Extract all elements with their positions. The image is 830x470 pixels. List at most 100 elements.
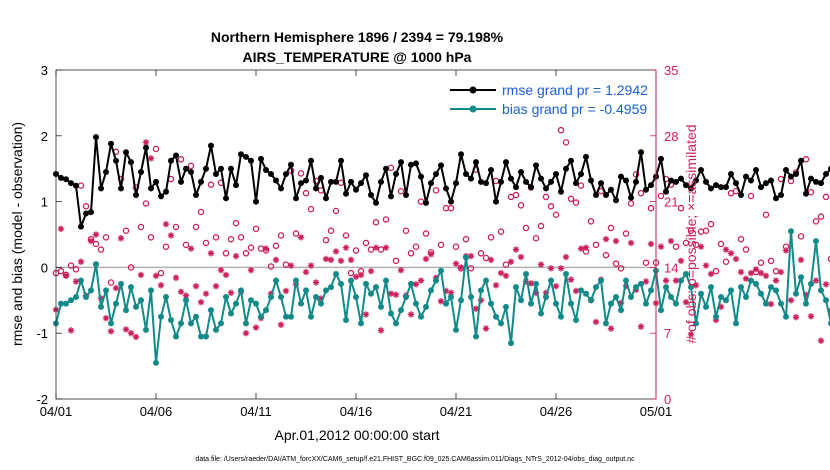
bias-point	[623, 277, 629, 284]
obs-possible-point	[437, 241, 445, 249]
rmse-point	[813, 178, 819, 185]
rmse-point	[453, 180, 459, 187]
rmse-point	[668, 177, 674, 184]
bias-point	[438, 267, 444, 274]
obs-possible-point	[362, 239, 370, 247]
rmse-point	[403, 192, 409, 199]
obs-assimilated-point	[667, 237, 675, 245]
obs-assimilated-point	[407, 311, 415, 318]
obs-possible-point	[452, 243, 460, 250]
rmse-point	[588, 177, 594, 184]
obs-assimilated-point	[772, 277, 780, 284]
bias-point	[318, 300, 324, 307]
rmse-point	[198, 178, 204, 185]
rmse-point	[773, 195, 779, 202]
rmse-point	[628, 194, 634, 201]
x-tick-label: 04/01	[40, 404, 73, 419]
obs-possible-point	[102, 234, 110, 241]
bias-point	[818, 287, 824, 294]
obs-assimilated-point	[822, 281, 830, 288]
axis-ticks: 04/01 04/06 04/11 04/16 04/21 04/26 05/01 -2 -1 0…	[36, 63, 678, 419]
obs-possible-point	[612, 260, 620, 267]
obs-possible-point	[347, 269, 355, 277]
bias-point	[408, 280, 414, 287]
obs-possible-point	[707, 220, 715, 228]
rmse-point	[583, 153, 589, 160]
obs-assimilated-point	[722, 246, 730, 253]
rmse-point	[123, 149, 129, 156]
obs-assimilated-point	[497, 269, 505, 277]
bias-point	[548, 277, 554, 284]
x-tick-label: 04/06	[140, 404, 173, 419]
rmse-point	[823, 170, 829, 177]
obs-possible-point	[402, 227, 410, 234]
bias-point	[608, 300, 614, 307]
bias-point	[658, 307, 664, 314]
rmse-point	[363, 172, 369, 179]
obs-assimilated-point	[527, 280, 535, 287]
obs-possible-point	[462, 235, 470, 243]
rmse-point	[698, 167, 704, 174]
rmse-point	[158, 193, 164, 200]
obs-assimilated-point	[297, 234, 305, 241]
legend-bias-label: bias grand pr = -0.4959	[502, 101, 647, 117]
rmse-point	[243, 153, 249, 160]
rmse-point	[518, 168, 524, 175]
obs-assimilated-point	[117, 235, 125, 242]
obs-assimilated-point	[197, 298, 205, 306]
obs-possible-point	[722, 258, 730, 266]
obs-assimilated-point	[602, 236, 610, 243]
obs-assimilated-point	[72, 278, 80, 285]
obs-assimilated-point	[277, 321, 285, 328]
rmse-point	[228, 165, 234, 172]
rmse-point	[248, 157, 254, 164]
obs-assimilated-point	[567, 276, 575, 283]
obs-assimilated-point	[192, 283, 200, 290]
obs-possible-point	[702, 227, 710, 234]
bias-point	[328, 284, 334, 291]
bias-point	[278, 294, 284, 301]
rmse-point	[138, 168, 144, 175]
obs-possible-point	[772, 267, 780, 275]
bias-point	[198, 333, 204, 340]
obs-possible-point	[397, 188, 405, 195]
obs-assimilated-point	[807, 313, 815, 320]
obs-possible-point	[352, 247, 360, 254]
rmse-point	[443, 185, 449, 192]
obs-assimilated-point	[137, 271, 145, 279]
y-tick-label: 2	[41, 129, 48, 144]
chart-title-line-1: Northern Hemisphere 1896 / 2394 = 79.198…	[211, 29, 504, 45]
bias-point	[343, 317, 349, 324]
obs-assimilated-point	[132, 333, 140, 341]
rmse-point	[798, 157, 804, 164]
obs-possible-point	[797, 233, 805, 240]
rmse-point	[298, 180, 304, 187]
bias-point	[588, 297, 594, 304]
bias-point	[178, 320, 184, 327]
rmse-point	[488, 167, 494, 174]
bias-point	[823, 297, 829, 304]
rmse-point	[408, 161, 414, 168]
obs-possible-point	[82, 203, 90, 210]
rmse-point	[348, 178, 354, 185]
y-axis-right-label: # of obs: o=possible; ×=assimilated	[683, 124, 699, 343]
obs-assimilated-point	[242, 330, 250, 337]
obs-possible-point	[587, 218, 595, 225]
bias-point	[388, 310, 394, 317]
rmse-point	[738, 192, 744, 199]
bias-point	[108, 320, 114, 327]
rmse-point	[713, 182, 719, 189]
rmse-point	[188, 168, 194, 175]
rmse-point	[818, 180, 824, 187]
obs-possible-point	[512, 191, 520, 199]
obs-assimilated-point	[427, 251, 435, 258]
rmse-point	[763, 180, 769, 187]
plot-area	[56, 70, 656, 399]
obs-possible-point	[572, 199, 580, 206]
obs-assimilated-point	[677, 257, 685, 265]
rmse-point	[143, 144, 149, 151]
bias-point	[193, 313, 199, 320]
obs-assimilated-point	[702, 262, 710, 269]
rmse-point	[423, 199, 429, 206]
obs-possible-point	[237, 234, 245, 241]
